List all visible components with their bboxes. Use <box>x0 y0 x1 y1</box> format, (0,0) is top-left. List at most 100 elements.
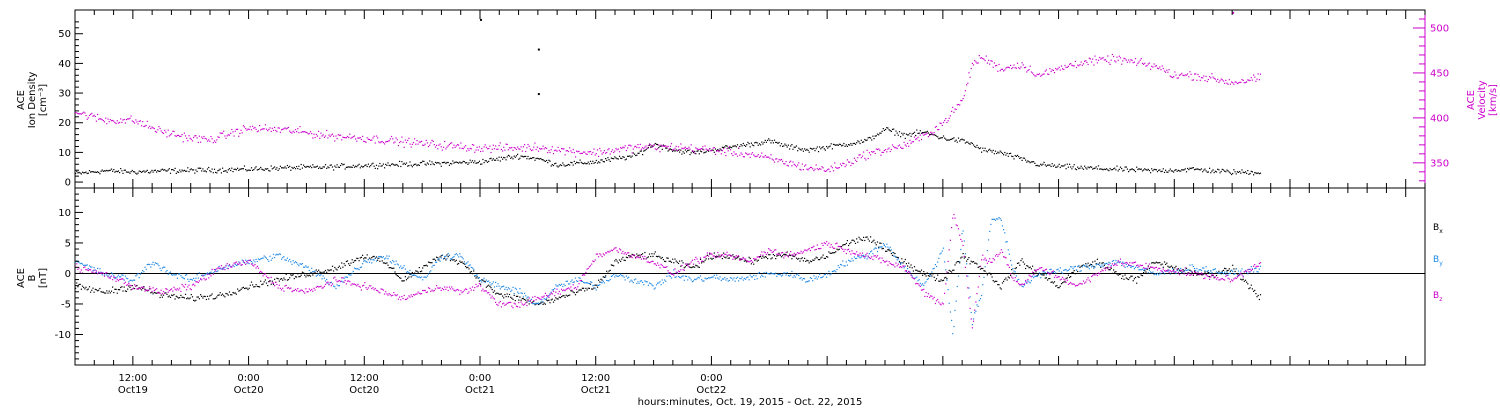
velocity-point <box>1196 79 1198 81</box>
b-by-point <box>1014 271 1016 273</box>
b-bx-point <box>502 295 504 297</box>
velocity-point <box>643 148 645 150</box>
b-bz-point <box>929 296 931 298</box>
b-by-point <box>498 285 500 287</box>
velocity-point <box>683 147 685 149</box>
velocity-point <box>750 153 752 155</box>
b-by-point <box>110 272 113 274</box>
density-point <box>790 145 792 147</box>
velocity-point <box>920 138 923 141</box>
b-bz-point <box>793 252 795 254</box>
b-by-point <box>798 274 800 277</box>
b-bz-point <box>485 290 487 292</box>
b-bx-point <box>725 257 727 259</box>
velocity-point <box>1109 63 1111 65</box>
b-bz-point <box>1043 270 1045 272</box>
density-point <box>948 139 950 141</box>
density-point <box>146 169 148 171</box>
density-point <box>1214 170 1216 172</box>
b-by-point <box>872 253 874 255</box>
density-point <box>366 165 368 168</box>
density-point <box>486 161 489 163</box>
velocity-point <box>409 143 411 145</box>
b-by-point <box>353 267 356 269</box>
b-by-point <box>599 284 601 286</box>
b-bz-point <box>565 288 567 290</box>
density-point <box>97 171 99 173</box>
velocity-point <box>853 157 855 159</box>
b-bx-point <box>497 292 499 294</box>
b-bz-point <box>616 250 618 252</box>
b-bz-point <box>571 289 573 291</box>
density-point <box>728 147 730 149</box>
velocity-point <box>432 140 434 142</box>
b-by-point <box>173 273 175 275</box>
velocity-point <box>1182 74 1184 76</box>
b-by-point <box>853 256 855 258</box>
b-by-point <box>209 272 211 274</box>
b-bx-point <box>733 256 735 258</box>
density-point <box>543 160 545 162</box>
density-point <box>462 160 464 162</box>
b-bx-point <box>1050 281 1052 283</box>
density-point <box>868 136 870 139</box>
b-bx-point <box>95 289 97 291</box>
velocity-point <box>1005 67 1007 69</box>
b-bz-point <box>314 289 316 291</box>
velocity-point <box>1131 59 1133 61</box>
b-by-point <box>1254 268 1256 270</box>
density-point <box>1092 168 1094 170</box>
b-by-point <box>1172 268 1174 270</box>
density-point <box>1170 170 1172 172</box>
density-point <box>775 141 777 143</box>
b-by-point <box>748 279 750 281</box>
b-by-point <box>1242 275 1244 277</box>
b-bz-point <box>643 258 645 260</box>
density-point <box>751 144 754 146</box>
velocity-point <box>1033 74 1035 76</box>
velocity-point <box>1172 76 1174 79</box>
b-bx-point <box>345 260 347 263</box>
density-point <box>591 162 593 165</box>
b-by-point <box>951 319 953 321</box>
velocity-point <box>1093 64 1095 66</box>
b-by-point <box>423 276 425 278</box>
velocity-point <box>789 161 791 163</box>
b-bz-point <box>328 283 330 285</box>
b-by-point <box>608 280 610 282</box>
b-bz-point <box>1028 274 1030 276</box>
density-point <box>667 150 669 152</box>
b-bz-point <box>910 274 912 276</box>
velocity-point <box>959 104 961 106</box>
velocity-point <box>324 135 327 137</box>
velocity-point <box>412 142 415 144</box>
velocity-point <box>1027 69 1029 72</box>
b-by-point <box>536 302 538 305</box>
b-bz-point <box>858 254 860 256</box>
velocity-point <box>909 139 911 141</box>
density-point <box>262 169 264 171</box>
b-by-point <box>120 276 122 278</box>
density-point <box>1001 152 1004 154</box>
density-point <box>633 153 636 155</box>
b-by-point <box>309 271 312 274</box>
b-bz-point <box>986 262 988 264</box>
velocity-point <box>380 141 382 143</box>
density-point <box>1141 170 1144 172</box>
density-point <box>635 154 637 157</box>
b-by-point <box>519 288 521 290</box>
velocity-point <box>637 144 639 146</box>
b-bx-point <box>254 286 256 288</box>
b-bx-point <box>614 260 616 262</box>
b-bx-point <box>583 287 585 289</box>
density-point <box>593 162 595 164</box>
velocity-point <box>1134 58 1137 60</box>
b-bx-point <box>951 271 953 273</box>
b-bz-point <box>202 275 204 277</box>
b-bx-point <box>98 289 100 291</box>
velocity-point <box>1088 57 1090 59</box>
b-by-point <box>1081 266 1083 268</box>
b-bx-point <box>743 260 745 262</box>
b-bx-point <box>711 258 713 260</box>
velocity-point <box>782 160 784 162</box>
